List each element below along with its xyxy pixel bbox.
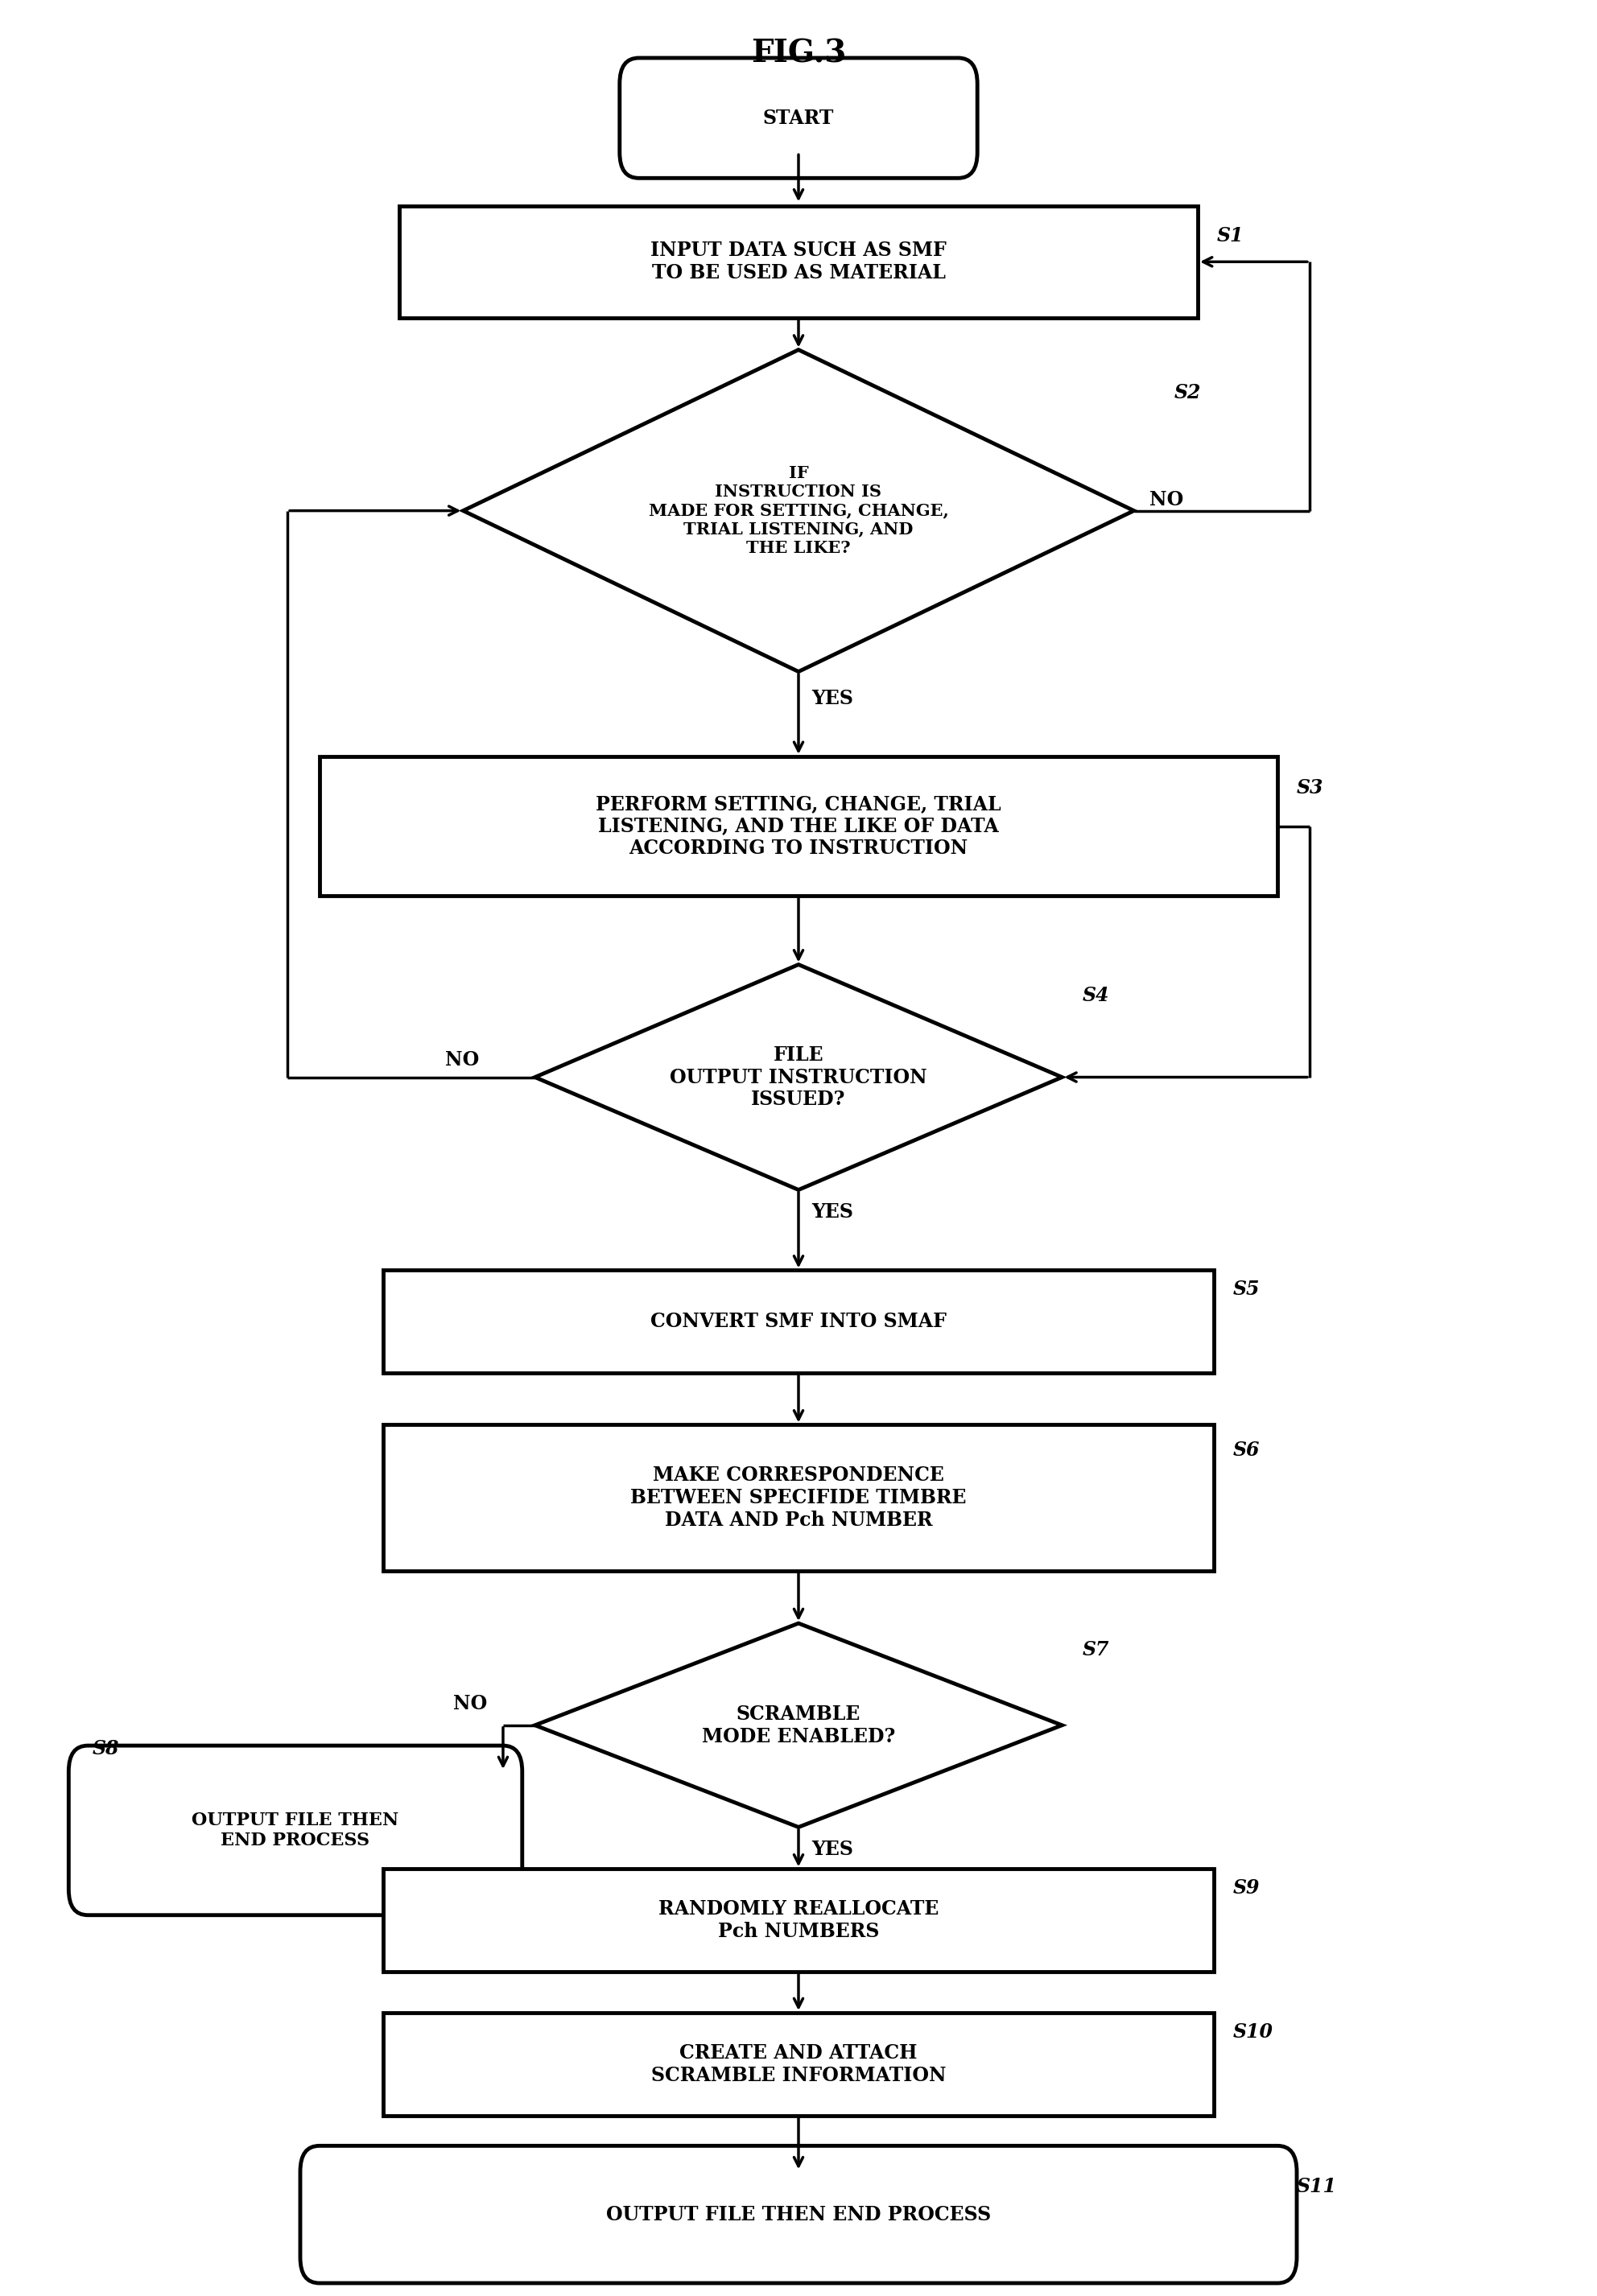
Text: YES: YES xyxy=(811,1839,853,1860)
Polygon shape xyxy=(535,964,1062,1189)
Text: S2: S2 xyxy=(1174,383,1201,402)
Text: INPUT DATA SUCH AS SMF
TO BE USED AS MATERIAL: INPUT DATA SUCH AS SMF TO BE USED AS MAT… xyxy=(650,241,947,282)
Text: RANDOMLY REALLOCATE
Pch NUMBERS: RANDOMLY REALLOCATE Pch NUMBERS xyxy=(658,1899,939,1942)
Text: SCRAMBLE
MODE ENABLED?: SCRAMBLE MODE ENABLED? xyxy=(701,1704,896,1745)
FancyBboxPatch shape xyxy=(300,2147,1297,2282)
FancyBboxPatch shape xyxy=(69,1745,522,1915)
Text: YES: YES xyxy=(811,689,853,707)
Bar xyxy=(383,2014,1214,2115)
Text: OUTPUT FILE THEN
END PROCESS: OUTPUT FILE THEN END PROCESS xyxy=(192,1812,399,1851)
Text: FIG.3: FIG.3 xyxy=(751,39,846,69)
Text: S11: S11 xyxy=(1297,2177,1337,2197)
Polygon shape xyxy=(463,349,1134,673)
Text: NO: NO xyxy=(454,1694,487,1713)
Bar xyxy=(399,207,1198,317)
Text: FILE
OUTPUT INSTRUCTION
ISSUED?: FILE OUTPUT INSTRUCTION ISSUED? xyxy=(669,1045,928,1109)
Text: S1: S1 xyxy=(1217,227,1244,246)
Bar xyxy=(383,1270,1214,1373)
Text: START: START xyxy=(763,108,834,129)
Bar xyxy=(383,1869,1214,1972)
Text: S7: S7 xyxy=(1083,1639,1110,1660)
Text: MAKE CORRESPONDENCE
BETWEEN SPECIFIDE TIMBRE
DATA AND Pch NUMBER: MAKE CORRESPONDENCE BETWEEN SPECIFIDE TI… xyxy=(631,1465,966,1529)
Text: S5: S5 xyxy=(1233,1279,1260,1300)
Polygon shape xyxy=(535,1623,1062,1828)
Bar xyxy=(319,755,1278,895)
Text: CONVERT SMF INTO SMAF: CONVERT SMF INTO SMAF xyxy=(650,1311,947,1332)
Text: S8: S8 xyxy=(93,1738,120,1759)
Text: S10: S10 xyxy=(1233,2023,1273,2041)
Text: IF
INSTRUCTION IS
MADE FOR SETTING, CHANGE,
TRIAL LISTENING, AND
THE LIKE?: IF INSTRUCTION IS MADE FOR SETTING, CHAN… xyxy=(648,466,949,556)
Text: YES: YES xyxy=(811,1203,853,1221)
Text: PERFORM SETTING, CHANGE, TRIAL
LISTENING, AND THE LIKE OF DATA
ACCORDING TO INST: PERFORM SETTING, CHANGE, TRIAL LISTENING… xyxy=(596,794,1001,859)
Text: CREATE AND ATTACH
SCRAMBLE INFORMATION: CREATE AND ATTACH SCRAMBLE INFORMATION xyxy=(652,2043,945,2085)
Text: S9: S9 xyxy=(1233,1878,1260,1899)
Text: NO: NO xyxy=(446,1049,479,1070)
Text: NO: NO xyxy=(1150,491,1183,510)
Text: S4: S4 xyxy=(1083,985,1110,1006)
Text: S3: S3 xyxy=(1297,778,1324,797)
Bar xyxy=(383,1426,1214,1570)
Text: S6: S6 xyxy=(1233,1442,1260,1460)
Text: OUTPUT FILE THEN END PROCESS: OUTPUT FILE THEN END PROCESS xyxy=(607,2204,990,2225)
FancyBboxPatch shape xyxy=(620,57,977,179)
